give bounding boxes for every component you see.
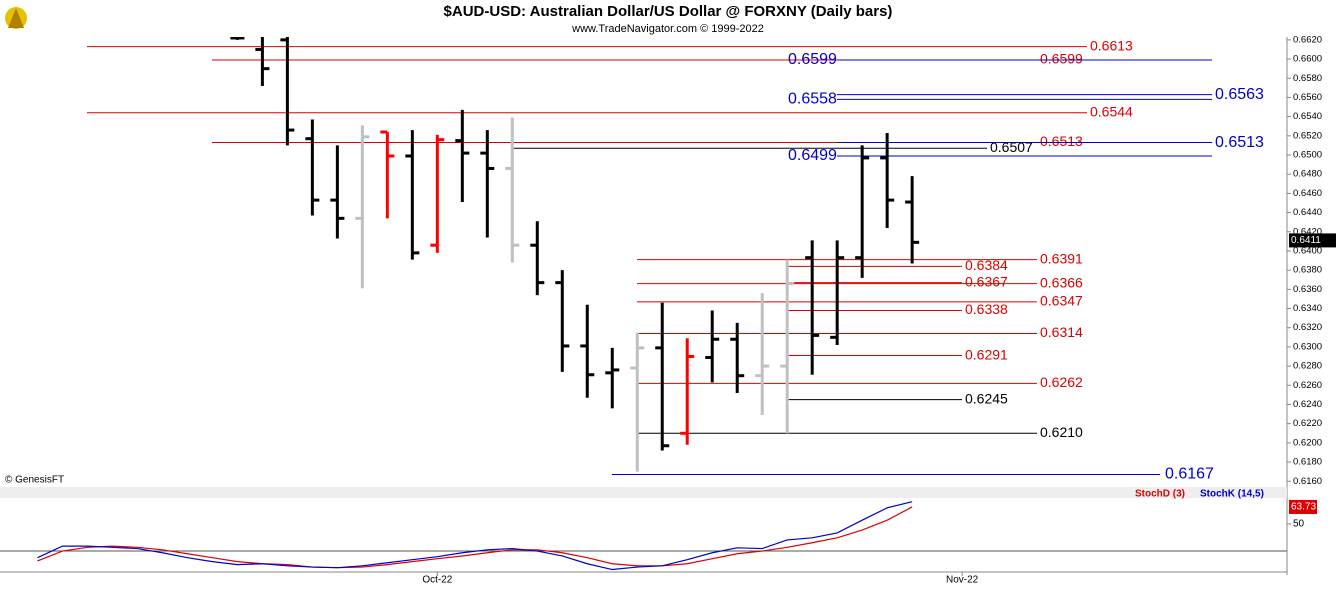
legend-label: StochK (14,5) — [1200, 489, 1264, 500]
title: $AUD-USD: Australian Dollar/US Dollar @ … — [444, 3, 893, 20]
level-label: 0.6544 — [1090, 104, 1133, 120]
y-tick-label: 0.6200 — [1293, 437, 1322, 448]
y-tick-label: 0.6240 — [1293, 399, 1322, 410]
y-tick-label: 0.6520 — [1293, 130, 1322, 141]
level-label: 0.6384 — [965, 257, 1008, 273]
y-tick-label: 0.6300 — [1293, 341, 1322, 352]
level-label: 0.6366 — [1040, 274, 1083, 290]
y-tick-label: 0.6280 — [1293, 361, 1322, 372]
y-tick-label: 0.6340 — [1293, 303, 1322, 314]
credit: © GenesisFT — [5, 475, 64, 486]
y-tick-label: 0.6320 — [1293, 322, 1322, 333]
y-tick-label: 0.6540 — [1293, 111, 1322, 122]
value-label: 63.73 — [1291, 502, 1316, 513]
stoch-line — [37, 506, 913, 569]
level-label: 0.6367 — [965, 273, 1008, 289]
y-tick-label: 0.6400 — [1293, 245, 1322, 256]
legend-label: StochD (3) — [1135, 489, 1185, 500]
y-tick-label: 0.6600 — [1293, 54, 1322, 65]
level-label: 0.6245 — [965, 390, 1008, 406]
level-label: 0.6507 — [990, 139, 1033, 155]
x-tick-label: Nov-22 — [946, 575, 979, 586]
price-plot: 0.6613 0.6599 0.6599 0.6563 0.6558 0.6544 0.65… — [87, 37, 1264, 483]
level-label: 0.6262 — [1040, 374, 1083, 390]
y-tick-label: 0.6180 — [1293, 457, 1322, 468]
level-label: 0.6513 — [1040, 133, 1083, 149]
level-label: 0.6291 — [965, 346, 1008, 362]
x-tick-label: Oct-22 — [422, 575, 452, 586]
last-price-label: 0.6411 — [1291, 235, 1321, 246]
level-label: 0.6613 — [1090, 37, 1133, 53]
y-tick-label: 0.6500 — [1293, 150, 1322, 161]
level-label: 0.6599 — [788, 51, 837, 68]
y-tick-label: 0.6360 — [1293, 284, 1322, 295]
level-label: 0.6599 — [1040, 51, 1083, 67]
y-tick-label: 0.6380 — [1293, 265, 1322, 276]
panel-divider — [0, 487, 1287, 498]
level-label: 0.6167 — [1165, 466, 1214, 483]
last-price-box — [1289, 233, 1336, 248]
logo — [5, 7, 27, 29]
y-tick-label: 0.6160 — [1293, 476, 1322, 487]
y-tick-label: 0.6560 — [1293, 92, 1322, 103]
level-label: 0.6210 — [1040, 424, 1083, 440]
y-tick-label: 0.6580 — [1293, 73, 1322, 84]
y-tick-label: 0.6220 — [1293, 418, 1322, 429]
level-label: 0.6558 — [788, 91, 837, 108]
stoch-line — [37, 501, 913, 571]
level-label: 0.6338 — [965, 301, 1008, 317]
y-tick-label: 0.6620 — [1293, 34, 1322, 45]
level-label: 0.6347 — [1040, 293, 1083, 309]
y-tick-label: 0.6440 — [1293, 207, 1322, 218]
level-label: 0.6513 — [1215, 134, 1264, 151]
y-tick-label: 50 — [1293, 519, 1305, 530]
y-tick-label: 0.6260 — [1293, 380, 1322, 391]
y-tick-label: 0.6420 — [1293, 226, 1322, 237]
level-label: 0.6391 — [1040, 250, 1083, 266]
level-label: 0.6499 — [788, 147, 837, 164]
level-label: 0.6314 — [1040, 324, 1083, 340]
level-label: 0.6563 — [1215, 86, 1264, 103]
subtitle: www.TradeNavigator.com © 1999-2022 — [571, 23, 764, 35]
value-box — [1289, 499, 1317, 514]
y-tick-label: 0.6460 — [1293, 188, 1322, 199]
y-tick-label: 0.6480 — [1293, 169, 1322, 180]
